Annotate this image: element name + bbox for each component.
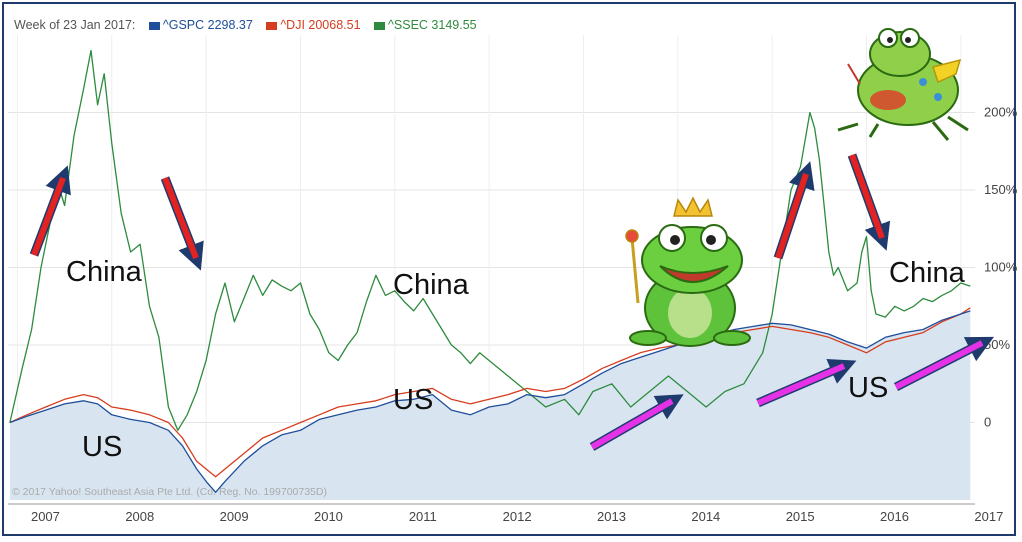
arrow-up-icon	[775, 173, 809, 259]
arrow-up-icon	[31, 176, 66, 257]
happy-frog-illustration	[625, 196, 751, 347]
copyright-text: © 2017 Yahoo! Southeast Asia Pte Ltd. (C…	[12, 486, 327, 498]
x-tick-label: 2011	[409, 509, 437, 524]
annotation-china-2: China	[393, 269, 470, 301]
x-tick-label: 2008	[125, 509, 154, 524]
x-axis-ticks: 2007 2008 2009 2010 2011 2012 2013 2014 2015 2016…	[31, 509, 1003, 524]
x-tick-label: 2013	[597, 509, 626, 524]
gspc-area	[9, 310, 971, 500]
series-line-dji	[9, 307, 971, 478]
grumpy-frog-illustration	[837, 28, 969, 141]
y-tick-label: 150%	[984, 182, 1018, 197]
x-tick-label: 2016	[880, 509, 909, 524]
legend-label-ssec: ^SSEC 3149.55	[388, 18, 477, 32]
area-layer	[9, 310, 971, 500]
series-lines	[9, 49, 971, 493]
x-tick-label: 2015	[786, 509, 815, 524]
legend-item-gspc[interactable]: ^GSPC 2298.37	[148, 18, 253, 32]
y-tick-label: 200%	[984, 105, 1018, 120]
legend-swatch-dji	[266, 21, 278, 30]
arrow-down-icon	[162, 176, 199, 260]
legend-item-ssec[interactable]: ^SSEC 3149.55	[374, 18, 477, 32]
legend-swatch-ssec	[374, 21, 386, 30]
x-tick-label: 2017	[974, 509, 1003, 524]
x-tick-label: 2009	[220, 509, 249, 524]
y-axis-ticks: 0 50% 100% 150% 200%	[984, 105, 1018, 430]
annotation-us-1: US	[82, 431, 122, 463]
y-tick-label: 100%	[984, 260, 1018, 275]
y-tick-label: 0	[984, 415, 991, 430]
arrow-up-right-icon	[590, 398, 674, 450]
series-line-gspc	[9, 310, 971, 493]
annotation-china-3: China	[889, 257, 966, 289]
legend-label-gspc: ^GSPC 2298.37	[162, 18, 253, 32]
x-tick-label: 2014	[691, 509, 720, 524]
series-line-ssec	[9, 49, 971, 431]
chart-legend: Week of 23 Jan 2017: ^GSPC 2298.37 ^DJI …	[14, 18, 477, 32]
arrow-up-right-icon	[894, 340, 984, 390]
legend-swatch-gspc	[148, 21, 160, 30]
annotation-us-2: US	[393, 384, 433, 416]
arrow-up-right-icon	[756, 363, 846, 406]
trend-arrows	[29, 153, 995, 451]
annotation-china-1: China	[66, 256, 143, 288]
x-tick-label: 2012	[503, 509, 532, 524]
legend-week-label: Week of 23 Jan 2017:	[14, 18, 136, 32]
arrow-down-icon	[849, 153, 885, 240]
y-tick-label: 50%	[984, 337, 1010, 352]
x-tick-label: 2007	[31, 509, 60, 524]
legend-item-dji[interactable]: ^DJI 20068.51	[266, 18, 361, 32]
legend-label-dji: ^DJI 20068.51	[280, 18, 361, 32]
x-tick-label: 2010	[314, 509, 343, 524]
annotation-us-3: US	[848, 372, 888, 404]
